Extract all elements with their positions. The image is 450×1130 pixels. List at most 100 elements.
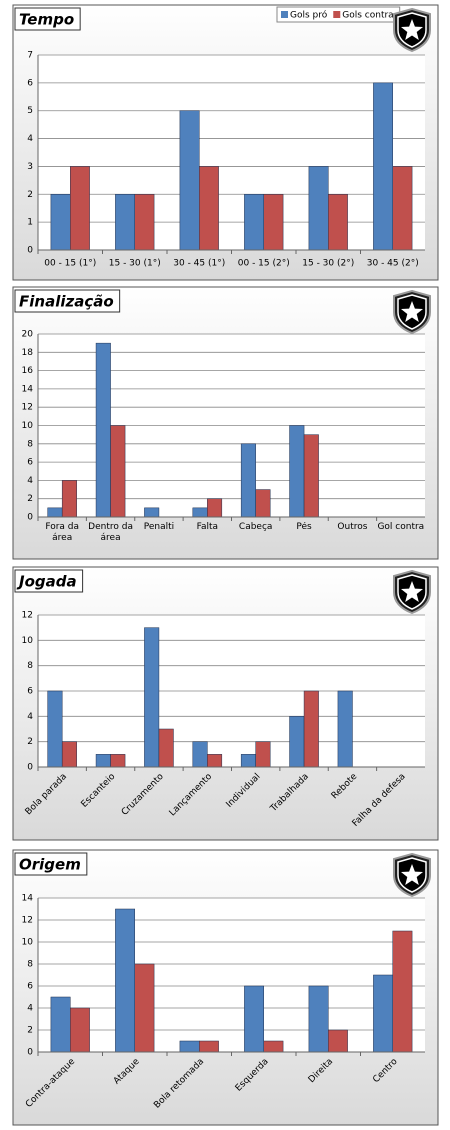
x-tick-label: Fora da área: [45, 522, 80, 543]
y-tick-label: 6: [27, 687, 33, 697]
y-tick-label: 10: [22, 636, 34, 646]
bar: [373, 82, 393, 251]
title-box: [14, 7, 81, 31]
bar: [289, 425, 305, 518]
bar: [144, 507, 160, 518]
y-tick-label: 4: [27, 134, 33, 144]
bar: [207, 498, 223, 518]
bar: [392, 166, 413, 251]
x-tick-label: Falta: [196, 522, 219, 532]
bar: [263, 194, 284, 251]
legend-label: Gols contra: [342, 11, 393, 21]
chart-title: Origem: [19, 856, 81, 874]
bar: [47, 507, 63, 518]
chart-title: Finalização: [19, 293, 114, 311]
y-tick-label: 4: [27, 476, 33, 486]
bar: [244, 194, 264, 251]
x-tick-label-box: Fora da área: [45, 522, 80, 543]
x-tick-label-box: Falta: [196, 522, 219, 532]
y-tick-label: 6: [27, 78, 33, 88]
y-tick-label: 14: [22, 384, 34, 394]
y-tick-label: 7: [27, 51, 33, 61]
bar: [392, 930, 413, 1053]
bar: [61, 741, 77, 768]
bar: [134, 194, 155, 251]
x-tick-label-box: Dentro da área: [88, 522, 133, 543]
x-tick-label: 00 - 15 (2°): [238, 259, 290, 269]
y-tick-label: 2: [27, 494, 33, 504]
bar: [70, 1007, 90, 1053]
title-box: [14, 289, 121, 313]
y-tick-label: 14: [22, 894, 34, 904]
x-tick-label-box: Cabeça: [238, 522, 273, 532]
x-tick-label-box: Outros: [337, 522, 368, 532]
x-tick-label: 30 - 45 (1°): [173, 259, 225, 269]
bar: [308, 985, 329, 1053]
bar: [303, 434, 319, 518]
x-tick-label: Pés: [296, 522, 312, 532]
x-tick-label-box: Pés: [296, 522, 312, 532]
x-tick-label: Outros: [337, 522, 368, 532]
chart-title: Tempo: [19, 11, 74, 29]
legend-label: Gols pró: [290, 10, 328, 21]
y-tick-label: 0: [27, 513, 33, 523]
x-tick-label: Penalti: [143, 522, 175, 532]
x-tick-label-box: Gol contra: [377, 522, 425, 532]
y-tick-label: 0: [27, 763, 33, 773]
x-tick-label: 00 - 15 (1°): [44, 259, 96, 269]
bar: [255, 489, 271, 518]
x-tick-label-box: Penalti: [143, 522, 175, 532]
y-tick-label: 10: [22, 938, 34, 948]
y-tick-label: 8: [27, 661, 33, 671]
y-tick-label: 8: [27, 439, 33, 449]
title-box: [14, 569, 84, 593]
chart: Tempo 0 1 2 3 4 5 6 7 00 - 15 (1°) 15 - 30 (1°) 30 …: [12, 4, 439, 281]
bar: [244, 985, 264, 1053]
x-tick-label: Gol contra: [377, 522, 425, 532]
x-tick-label: Dentro da área: [88, 522, 133, 543]
y-tick-label: 0: [27, 1048, 33, 1058]
bar: [263, 1040, 284, 1053]
bar: [115, 194, 136, 251]
y-tick-label: 2: [27, 1026, 33, 1036]
bar: [115, 908, 136, 1053]
bar: [240, 754, 256, 768]
bar: [70, 166, 90, 251]
y-tick-label: 10: [22, 421, 34, 431]
y-tick-label: 1: [27, 218, 33, 228]
bar: [308, 166, 329, 251]
y-tick-label: 18: [22, 348, 34, 358]
plot-area: [38, 898, 425, 1052]
bar: [179, 110, 200, 251]
y-tick-label: 6: [27, 982, 33, 992]
chart-title: Jogada: [16, 573, 77, 591]
bar: [110, 754, 126, 768]
bar: [373, 974, 393, 1053]
title-box: [14, 852, 88, 876]
y-tick-label: 12: [22, 403, 33, 413]
y-tick-label: 6: [27, 458, 33, 468]
y-tick-label: 2: [27, 190, 33, 200]
y-tick-label: 12: [22, 916, 33, 926]
bar: [47, 690, 63, 768]
y-tick-label: 5: [27, 106, 33, 116]
x-tick-label: Cabeça: [238, 522, 273, 532]
bar: [328, 1029, 348, 1053]
bar: [255, 741, 271, 768]
bar: [110, 425, 126, 518]
bar: [61, 480, 77, 518]
legend-swatch: [333, 11, 341, 18]
x-tick-label: 15 - 30 (1°): [109, 259, 161, 269]
y-tick-label: 16: [22, 366, 34, 376]
y-tick-label: 20: [22, 330, 34, 340]
bar: [134, 963, 155, 1053]
bar: [328, 194, 348, 251]
x-tick-label: 15 - 30 (2°): [302, 259, 354, 269]
bar: [50, 996, 71, 1053]
legend-swatch: [281, 11, 288, 18]
y-tick-label: 12: [22, 611, 33, 621]
